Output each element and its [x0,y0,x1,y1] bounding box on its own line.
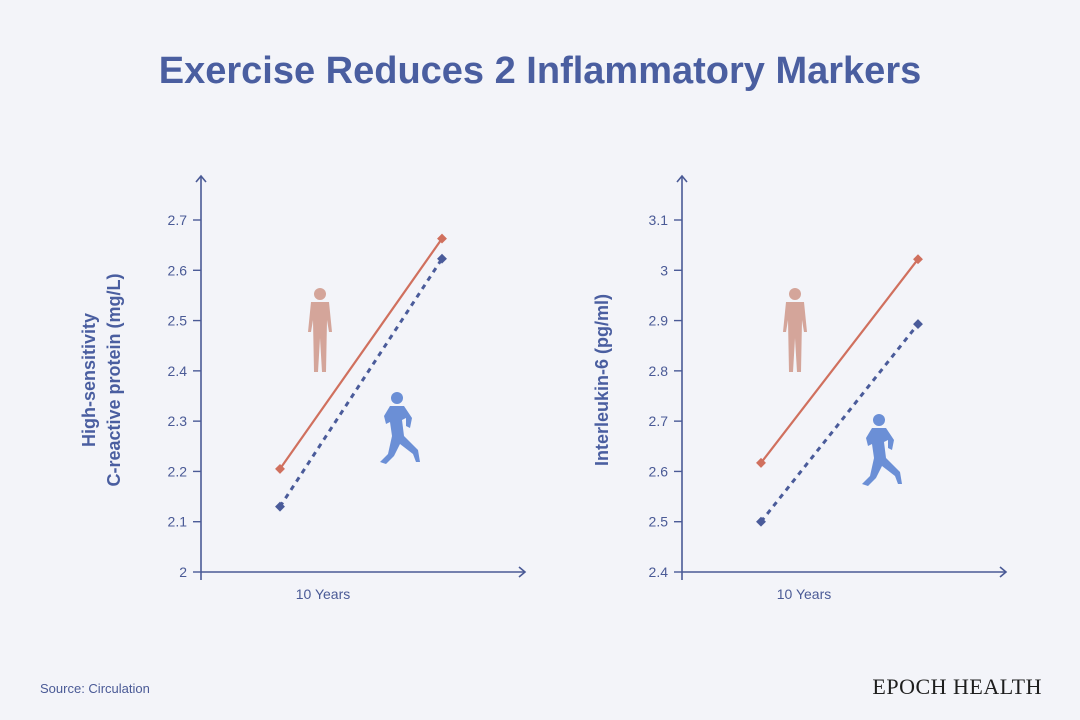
series-line-sedentary [760,258,919,464]
y-tick-label: 2 [179,564,187,580]
series-line-sedentary [279,237,443,470]
runner-body [862,428,902,486]
chart-1: 2 2.1 2.2 2.3 2.4 2.5 2.6 2.7 10 Years High-sensi… [79,174,527,602]
x-axis-label: 10 Years [296,586,351,602]
y-tick-label: 3 [660,262,668,278]
y-tick-label: 2.1 [168,514,188,530]
runner-body [380,406,420,464]
y-tick-label: 3.1 [649,212,669,228]
y-tick-label: 2.6 [168,262,188,278]
person-head [314,288,326,300]
series-line-exercise [759,323,920,523]
data-point [756,457,766,468]
y-tick-label: 2.9 [649,313,669,329]
y-tick-label: 2.4 [168,363,188,379]
y-axis-arrow [195,174,207,183]
person-body [308,302,332,372]
y-tick-label: 2.7 [168,212,188,228]
x-axis-arrow [518,566,527,578]
y-axis-label: C-reactive protein (mg/L) [104,273,124,486]
running-person-icon [380,392,420,464]
y-tick-label: 2.5 [649,514,669,530]
data-point [913,319,923,330]
chart-title: Exercise Reduces 2 Inflammatory Markers [158,50,922,92]
person-body [783,302,807,372]
standing-person-icon [783,288,807,372]
brand-logo: EPOCH HEALTH [872,674,1042,699]
y-axis-label: High-sensitivity [79,313,99,447]
y-axis-arrow [676,174,688,183]
person-head [789,288,801,300]
y-tick-label: 2.6 [649,463,669,479]
y-tick-label: 2.2 [168,463,188,479]
running-person-icon [862,414,902,486]
y-tick-label: 2.5 [168,313,188,329]
y-tick-label: 2.3 [168,413,188,429]
x-axis-label: 10 Years [777,586,832,602]
standing-person-icon [308,288,332,372]
y-axis-label: Interleukin-6 (pg/ml) [592,294,612,466]
runner-head [391,392,403,404]
y-tick-label: 2.8 [649,363,669,379]
data-point [275,501,285,512]
runner-head [873,414,885,426]
source-note: Source: Circulation [40,681,150,696]
x-axis-arrow [999,566,1008,578]
y-tick-label: 2.4 [649,564,669,580]
data-point [437,233,447,244]
chart-2: 2.4 2.5 2.6 2.7 2.8 2.9 3 3.1 10 Years Interleuki… [592,174,1008,602]
series-line-exercise [278,257,444,508]
data-point [756,516,766,527]
data-point [275,463,285,474]
y-tick-label: 2.7 [649,413,669,429]
